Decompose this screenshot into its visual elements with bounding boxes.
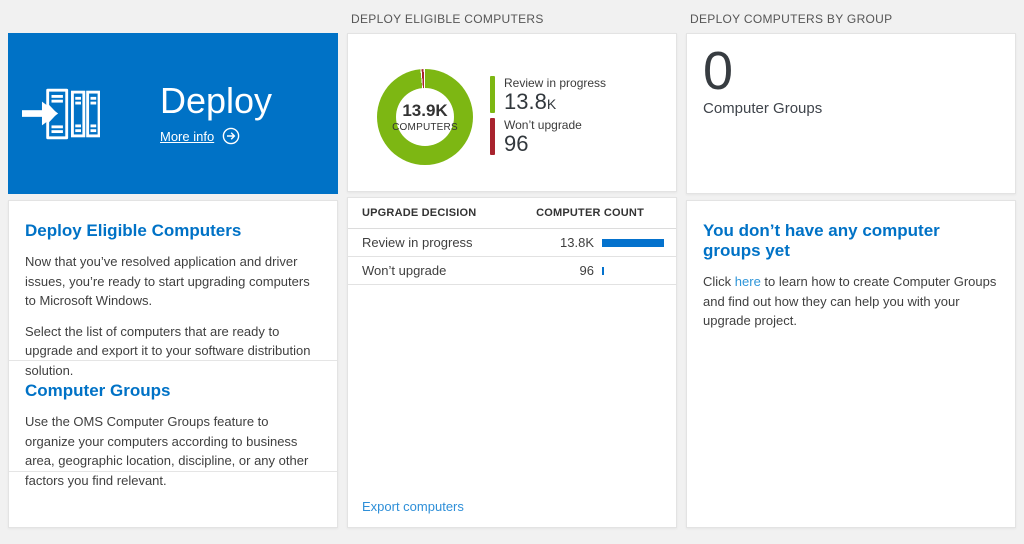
count-bar — [602, 266, 604, 275]
deploy-tile-text: Deploy More info — [160, 79, 273, 146]
column-deploy-header-spacer — [8, 0, 338, 33]
deploy-tile-title: Deploy — [160, 79, 273, 121]
section-empty — [9, 472, 337, 527]
table-row-review-in-progress[interactable]: Review in progress 13.8K — [348, 229, 676, 257]
no-groups-heading: You don’t have any computer groups yet — [703, 221, 940, 260]
legend-item-review: Review in progress 13.8K — [490, 75, 607, 114]
deploy-icon — [22, 88, 100, 139]
column-header-computer-count: COMPUTER COUNT — [536, 207, 644, 219]
deploy-dashboard: Deploy More info Deploy Eligible Compute… — [8, 0, 1016, 528]
donut-center: 13.9K COMPUTERS — [377, 69, 473, 165]
deploy-tile[interactable]: Deploy More info — [8, 33, 338, 194]
computer-groups-empty-card: You don’t have any computer groups yet C… — [686, 200, 1016, 528]
legend-value: 13.8K — [504, 88, 557, 114]
computer-groups-count: 0 — [703, 41, 734, 101]
donut-chart[interactable]: 13.9K COMPUTERS — [377, 68, 473, 165]
section-deploy-eligible: Deploy Eligible Computers Now that you’v… — [9, 201, 337, 378]
row-label: Review in progress — [362, 235, 473, 250]
computer-groups-heading: Computer Groups — [25, 381, 171, 400]
deploy-info-card: Deploy Eligible Computers Now that you’v… — [8, 200, 338, 528]
section-computer-groups: Computer Groups Use the OMS Computer Gro… — [9, 361, 337, 488]
computer-groups-count-label: Computer Groups — [703, 100, 823, 117]
section-divider — [9, 471, 337, 472]
table-empty-space — [348, 285, 676, 499]
legend-swatch-green — [490, 75, 495, 113]
row-bar-cell — [602, 266, 666, 275]
row-count: 13.8K — [560, 235, 594, 250]
donut-center-label: COMPUTERS — [392, 121, 458, 133]
column-deploy: Deploy More info Deploy Eligible Compute… — [8, 0, 338, 528]
deploy-eligible-paragraph-2: Select the list of computers that are re… — [25, 323, 311, 378]
column-computers-by-group: DEPLOY COMPUTERS BY GROUP 0 Computer Gro… — [686, 0, 1016, 528]
upgrade-decision-table-card: UPGRADE DECISION COMPUTER COUNT Review i… — [347, 197, 677, 528]
computer-groups-count-card: 0 Computer Groups — [686, 33, 1016, 194]
here-link[interactable]: here — [734, 274, 761, 289]
legend-swatch-red — [490, 118, 495, 156]
row-label: Won’t upgrade — [362, 263, 447, 278]
deploy-eligible-heading: Deploy Eligible Computers — [25, 221, 242, 240]
column-eligible-computers: DEPLOY ELIGIBLE COMPUTERS 13.9K COMPUTER… — [347, 0, 677, 528]
row-count: 96 — [579, 263, 594, 278]
export-computers-link[interactable]: Export computers — [362, 499, 464, 514]
donut-legend: Review in progress 13.8K Won’t upgrade 9… — [490, 75, 607, 157]
legend-label: Review in progress — [504, 75, 607, 90]
computer-groups-paragraph: Use the OMS Computer Groups feature to o… — [25, 414, 309, 488]
donut-center-value: 13.9K — [402, 100, 448, 120]
table-row-wont-upgrade[interactable]: Won’t upgrade 96 — [348, 257, 676, 285]
table-header-row: UPGRADE DECISION COMPUTER COUNT — [348, 198, 676, 229]
eligible-computers-header: DEPLOY ELIGIBLE COMPUTERS — [351, 12, 544, 26]
legend-label: Won’t upgrade — [504, 118, 582, 132]
legend-value: 96 — [504, 131, 529, 157]
row-bar-cell — [602, 238, 666, 247]
arrow-circle-icon — [222, 128, 240, 145]
count-bar — [602, 238, 664, 247]
legend-item-wont-upgrade: Won’t upgrade 96 — [490, 118, 606, 157]
no-groups-text: Click here to learn how to create Comput… — [703, 274, 997, 328]
more-info-link[interactable]: More info — [160, 127, 272, 145]
computers-by-group-header: DEPLOY COMPUTERS BY GROUP — [690, 12, 893, 26]
deploy-eligible-paragraph-1: Now that you’ve resolved application and… — [25, 254, 310, 308]
donut-card: 13.9K COMPUTERS Review in progress 13.8K… — [347, 33, 677, 192]
more-info-label: More info — [160, 128, 215, 144]
section-divider — [9, 360, 337, 361]
column-header-upgrade-decision: UPGRADE DECISION — [362, 207, 477, 219]
